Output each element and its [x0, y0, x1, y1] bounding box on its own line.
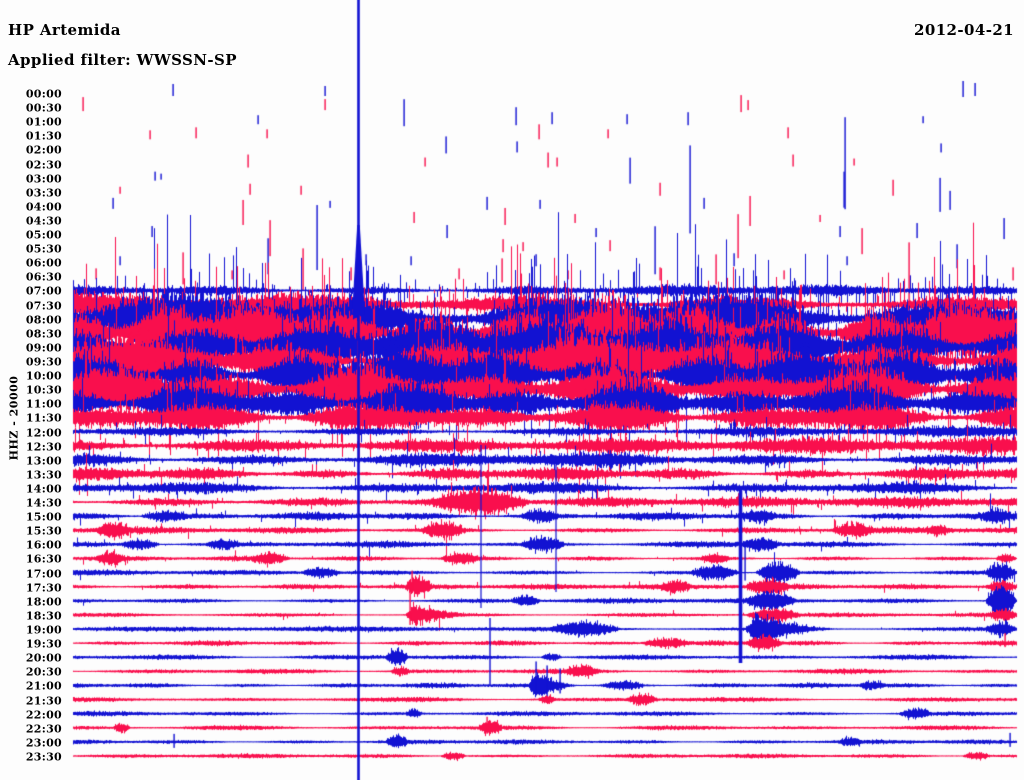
time-label-0200: 02:00 — [25, 143, 62, 157]
time-label-0700: 07:00 — [25, 284, 62, 298]
time-label-0400: 04:00 — [25, 200, 62, 214]
time-label-2330: 23:30 — [25, 750, 62, 764]
time-label-0530: 05:30 — [25, 242, 62, 256]
time-label-0430: 04:30 — [25, 214, 62, 228]
record-date: 2012-04-21 — [914, 21, 1014, 39]
time-label-1230: 12:30 — [25, 440, 62, 454]
time-label-0030: 00:30 — [25, 101, 62, 115]
time-label-2200: 22:00 — [25, 708, 62, 722]
time-label-1500: 15:00 — [25, 510, 62, 524]
time-label-2030: 20:30 — [25, 665, 62, 679]
time-label-0630: 06:30 — [25, 270, 62, 284]
time-label-1300: 13:00 — [25, 454, 62, 468]
time-label-1600: 16:00 — [25, 538, 62, 552]
time-label-2300: 23:00 — [25, 736, 62, 750]
time-label-0600: 06:00 — [25, 256, 62, 270]
station-name: HP Artemida — [8, 21, 121, 39]
time-label-0000: 00:00 — [25, 87, 62, 101]
time-label-0730: 07:30 — [25, 299, 62, 313]
time-label-1530: 15:30 — [25, 524, 62, 538]
time-label-1800: 18:00 — [25, 595, 62, 609]
time-label-0230: 02:30 — [25, 158, 62, 172]
time-label-0500: 05:00 — [25, 228, 62, 242]
time-label-1830: 18:30 — [25, 609, 62, 623]
time-label-0130: 01:30 — [25, 129, 62, 143]
applied-filter-label: Applied filter: WWSSN-SP — [8, 51, 237, 69]
time-label-0930: 09:30 — [25, 355, 62, 369]
time-label-1930: 19:30 — [25, 637, 62, 651]
time-label-2130: 21:30 — [25, 694, 62, 708]
time-label-0300: 03:00 — [25, 172, 62, 186]
time-label-1730: 17:30 — [25, 581, 62, 595]
time-label-1700: 17:00 — [25, 567, 62, 581]
time-label-1630: 16:30 — [25, 552, 62, 566]
time-label-1430: 14:30 — [25, 496, 62, 510]
time-label-1900: 19:00 — [25, 623, 62, 637]
time-label-2000: 20:00 — [25, 651, 62, 665]
time-label-1200: 12:00 — [25, 426, 62, 440]
time-label-0800: 08:00 — [25, 313, 62, 327]
time-label-1400: 14:00 — [25, 482, 62, 496]
time-label-0830: 08:30 — [25, 327, 62, 341]
time-label-0900: 09:00 — [25, 341, 62, 355]
time-label-1100: 11:00 — [25, 397, 62, 411]
time-label-0330: 03:30 — [25, 186, 62, 200]
time-label-1330: 13:30 — [25, 468, 62, 482]
time-label-1000: 10:00 — [25, 369, 62, 383]
time-label-1130: 11:30 — [25, 411, 62, 425]
time-label-1030: 10:30 — [25, 383, 62, 397]
time-label-2100: 21:00 — [25, 679, 62, 693]
time-label-2230: 22:30 — [25, 722, 62, 736]
time-label-0100: 01:00 — [25, 115, 62, 129]
